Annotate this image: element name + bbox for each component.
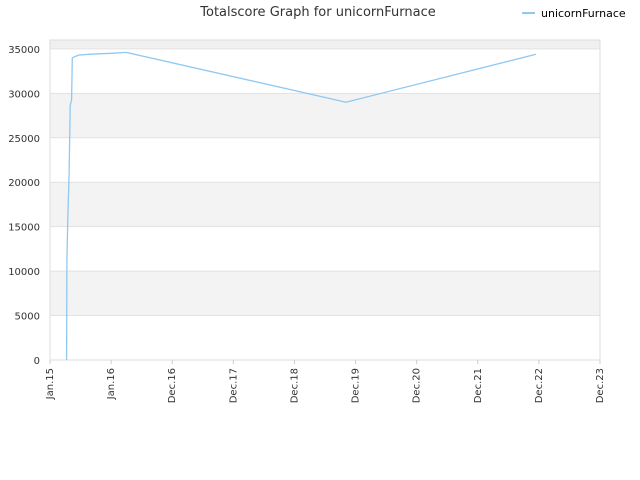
chart-title: Totalscore Graph for unicornFurnace — [199, 5, 435, 20]
x-tick-label: Dec.16 — [167, 368, 178, 403]
y-tick-label: 10000 — [8, 267, 40, 278]
series-layer — [65, 51, 537, 361]
x-tick-label: Dec.23 — [595, 368, 606, 403]
y-tick-label: 0 — [34, 356, 40, 367]
y-tick-label: 15000 — [8, 223, 40, 234]
x-tick-label: Dec.20 — [412, 368, 423, 403]
x-tick-label: Dec.18 — [289, 368, 300, 403]
plot-band — [50, 93, 600, 138]
plot-band — [50, 182, 600, 227]
x-tick-label: Dec.19 — [351, 368, 362, 403]
y-tick-label: 25000 — [8, 134, 40, 145]
x-tick-label: Dec.21 — [473, 368, 484, 403]
y-tick-label: 30000 — [8, 89, 40, 100]
y-tick-label: 5000 — [15, 312, 40, 323]
series-line — [65, 51, 537, 361]
plot-background — [50, 40, 600, 316]
y-tick-label: 20000 — [8, 178, 40, 189]
x-axis: Jan.15 Jan.16 Dec.16 Dec.17 Dec.18 Dec.19 Dec.… — [45, 360, 606, 403]
legend: unicornFurnace — [522, 7, 626, 20]
plot-band — [50, 40, 600, 49]
plot-border — [49, 39, 601, 361]
x-tick-label: Jan.16 — [106, 368, 117, 400]
x-tick-label: Jan.15 — [45, 368, 56, 400]
plot-band — [50, 271, 600, 316]
legend-label: unicornFurnace — [541, 7, 626, 20]
x-tick-label: Dec.17 — [228, 368, 239, 403]
y-tick-label: 35000 — [8, 45, 40, 56]
y-axis: 0 5000 10000 15000 20000 25000 30000 35000 — [8, 45, 40, 367]
x-tick-label: Dec.22 — [534, 368, 545, 403]
